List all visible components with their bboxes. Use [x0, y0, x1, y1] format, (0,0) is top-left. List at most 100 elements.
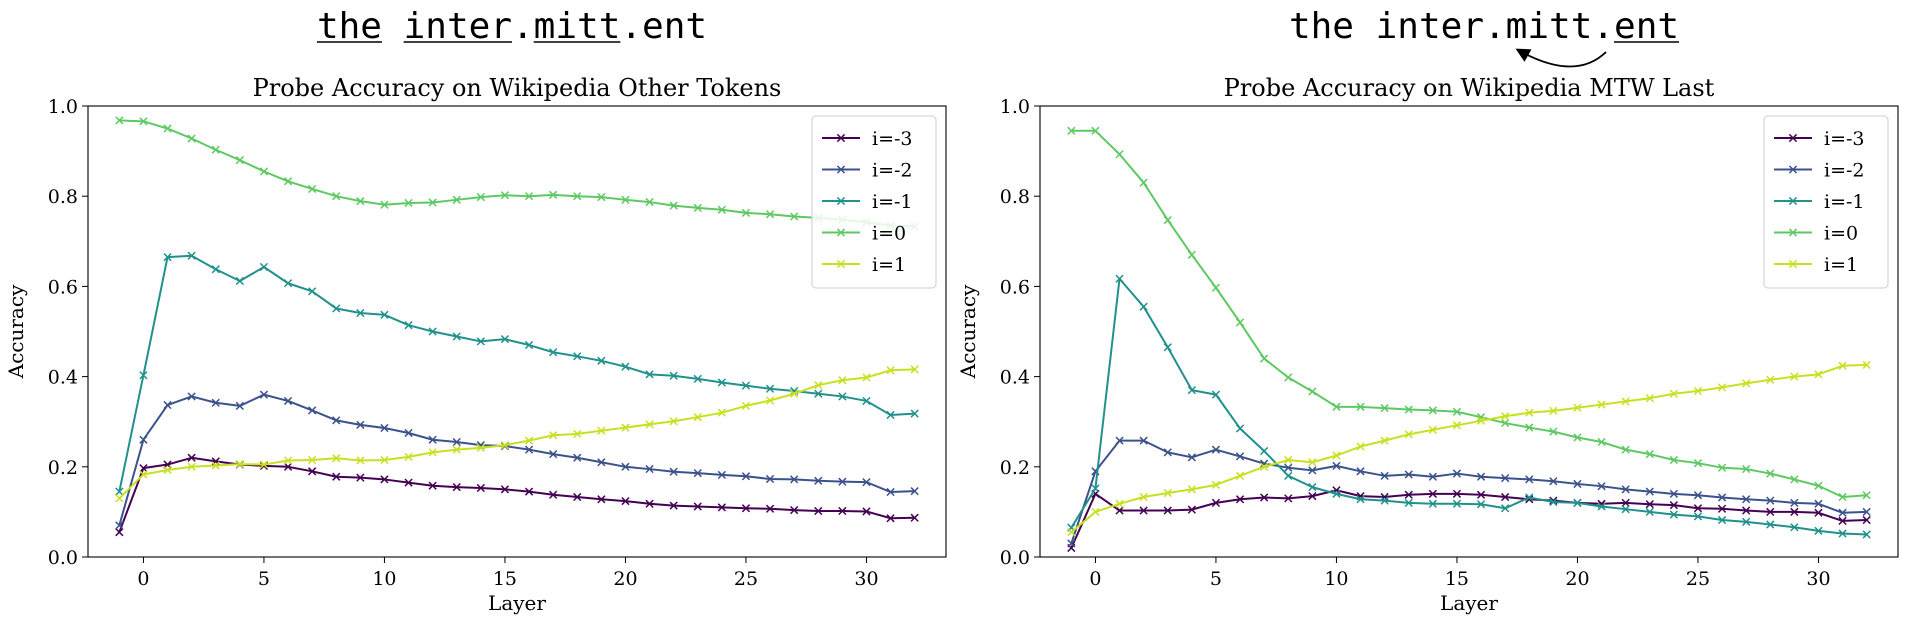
data-point [765, 210, 775, 219]
data-point [645, 420, 654, 429]
data-point [1187, 485, 1196, 494]
data-point [645, 197, 654, 207]
chart-panel-right: Probe Accuracy on Wikipedia MTW Last 0 5 10… [956, 74, 1899, 615]
data-point [693, 468, 702, 478]
data-point [1332, 489, 1341, 498]
data-point [1235, 495, 1245, 504]
legend-label: i=-1 [872, 191, 913, 213]
data-point [356, 473, 365, 482]
data-point [1452, 489, 1462, 498]
y-axis-label: Accuracy [4, 284, 28, 379]
data-point [1091, 507, 1100, 517]
plot-area [115, 116, 919, 537]
data-point [1645, 394, 1654, 403]
x-tick-label: 25 [734, 568, 758, 590]
data-point [115, 487, 124, 496]
data-point [404, 478, 413, 487]
data-point [1669, 389, 1678, 398]
data-point [1115, 150, 1124, 159]
data-point [259, 460, 269, 469]
data-point [139, 470, 148, 479]
header-token: mitt [534, 6, 621, 47]
data-point [428, 448, 437, 457]
data-point [1573, 498, 1582, 508]
data-point [1525, 423, 1534, 432]
data-point [1452, 499, 1462, 508]
data-point [1284, 455, 1293, 465]
data-point [1501, 412, 1510, 421]
data-point [1501, 418, 1510, 428]
data-point [790, 212, 799, 221]
data-point [1332, 451, 1341, 460]
data-point [1766, 507, 1775, 517]
data-point [1356, 402, 1365, 411]
data-point [1380, 492, 1389, 502]
data-point [428, 481, 437, 490]
data-point [1139, 506, 1148, 515]
data-point [1597, 437, 1606, 447]
data-point [283, 279, 293, 288]
data-point [1115, 506, 1124, 515]
data-point [1693, 491, 1703, 500]
data-point [380, 200, 389, 209]
data-point [283, 396, 293, 406]
data-point [1452, 407, 1462, 416]
data-point [115, 528, 124, 537]
data-point [1284, 463, 1293, 472]
y-tick-label: 0.0 [1000, 547, 1030, 569]
data-point [332, 304, 341, 313]
data-point [669, 371, 678, 380]
data-point [332, 192, 341, 201]
data-point [211, 145, 220, 154]
data-point [1669, 455, 1678, 465]
y-tick-label: 0.2 [48, 457, 78, 479]
data-point [1380, 404, 1389, 413]
data-point [428, 435, 437, 444]
data-point [1549, 477, 1558, 486]
data-point [1645, 507, 1654, 517]
header-token: .ent [620, 6, 707, 47]
data-point [1525, 475, 1534, 484]
data-point [1284, 494, 1293, 503]
data-point [1235, 424, 1245, 433]
data-point [693, 413, 702, 422]
data-point [549, 190, 558, 199]
data-point [1573, 433, 1582, 442]
data-point [1211, 498, 1221, 508]
data-point [693, 374, 702, 383]
data-point [838, 392, 847, 401]
data-point [910, 487, 919, 496]
data-point [1452, 469, 1462, 478]
data-point [332, 472, 341, 481]
data-point [717, 378, 726, 387]
chart-title: Probe Accuracy on Wikipedia MTW Last [1224, 74, 1715, 102]
data-point [1163, 448, 1172, 457]
y-tick-label: 0.2 [1000, 457, 1030, 479]
y-tick-label: 0.4 [48, 367, 78, 389]
data-point [428, 327, 437, 336]
legend-marker [836, 259, 846, 269]
series-line-i=-1 [1070, 277, 1867, 536]
data-point [765, 396, 775, 405]
legend-marker [836, 196, 846, 206]
y-tick-label: 1.0 [1000, 96, 1030, 118]
data-point [476, 192, 485, 202]
data-point [717, 408, 726, 417]
token-header-left: the inter. mitt .ent [316, 6, 707, 47]
data-point [187, 462, 196, 471]
data-point [886, 514, 895, 523]
legend-label: i=-2 [1824, 160, 1865, 182]
data-point [1717, 504, 1727, 513]
data-point [1187, 453, 1196, 462]
data-point [1260, 354, 1269, 363]
legend-marker [1788, 196, 1798, 206]
data-point [886, 366, 895, 375]
data-point [1356, 442, 1365, 451]
legend [811, 115, 937, 289]
data-point [452, 332, 461, 341]
data-point [139, 371, 148, 380]
data-point [380, 455, 389, 465]
data-point [283, 462, 293, 471]
data-point [1139, 436, 1148, 445]
data-point [1549, 497, 1558, 507]
